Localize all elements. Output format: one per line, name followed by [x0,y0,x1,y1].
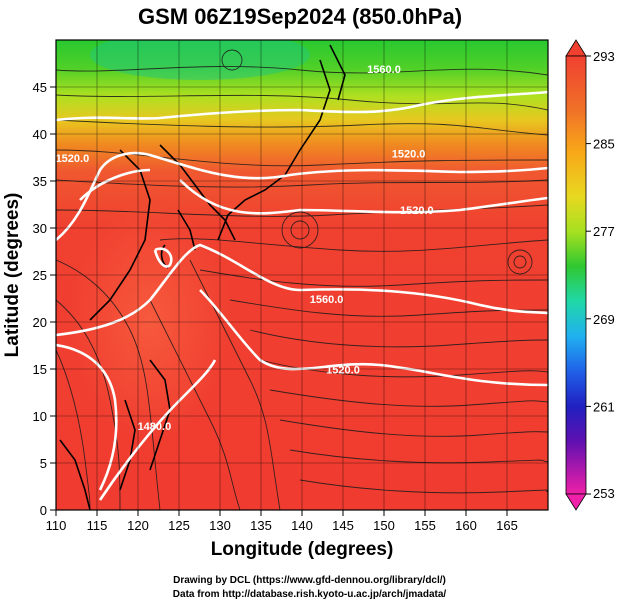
y-tick-label: 45 [33,80,47,95]
map-title: GSM 06Z19Sep2024 (850.0hPa) [138,4,462,29]
x-tick-label: 145 [332,518,354,533]
colorbar: 293 285 277 269 261 253 [565,39,615,511]
contour-label: 1560.0 [310,294,344,306]
y-axis-label: Latitude (degrees) [2,193,23,358]
colorbar-top-arrow [565,39,587,57]
x-axis: 110 115 120 125 130 135 140 145 150 155 160 165 [46,510,518,533]
contour-label: 1520.0 [326,365,360,377]
wind-streamlines [56,49,548,510]
colorbar-bottom-arrow [565,493,587,511]
x-axis-label: Longitude (degrees) [211,539,394,560]
x-tick-label: 125 [168,518,190,533]
colorbar-gradient [565,55,587,495]
colorbar-tick-label: 269 [593,312,615,327]
lat-lon-grid [56,40,548,510]
plot-area: 1560.0 1520.0 1520.0 1520.0 1560.0 1520.0 1480… [56,40,548,510]
y-tick-label: 0 [40,503,47,518]
colorbar-tick-label: 253 [593,486,615,501]
colorbar-ticks: 293 285 277 269 261 253 [586,49,615,501]
contour-label: 1520.0 [400,205,434,217]
y-axis: 0 5 10 15 20 25 30 35 40 45 [33,80,56,518]
x-tick-label: 130 [209,518,231,533]
x-tick-label: 110 [46,518,67,533]
y-tick-label: 15 [33,362,47,377]
contour-label: 1480.0 [138,421,172,433]
credit-data: Data from http://database.rish.kyoto-u.a… [172,589,447,600]
x-tick-label: 150 [373,518,395,533]
colorbar-tick-label: 285 [593,137,615,152]
credit-drawing: Drawing by DCL (https://www.gfd-dennou.o… [173,575,446,586]
x-tick-label: 160 [455,518,477,533]
x-tick-label: 165 [496,518,518,533]
x-tick-label: 135 [250,518,272,533]
geopotential-contours [56,90,548,501]
contour-labels: 1560.0 1520.0 1520.0 1520.0 1560.0 1520.0 1480… [56,64,434,433]
contour-label: 1520.0 [56,153,90,165]
contour-label: 1520.0 [392,149,426,161]
contour-label: 1560.0 [367,64,401,76]
y-tick-label: 40 [33,127,47,142]
colorbar-tick-label: 293 [593,49,615,64]
x-tick-label: 140 [291,518,313,533]
x-tick-label: 115 [87,518,108,533]
y-tick-label: 20 [33,315,47,330]
cool-patch-north [90,40,310,80]
y-tick-label: 10 [33,409,47,424]
y-tick-label: 35 [33,174,47,189]
x-tick-label: 120 [127,518,149,533]
y-tick-label: 25 [33,268,47,283]
colorbar-tick-label: 277 [593,224,615,239]
y-tick-label: 5 [40,456,47,471]
colorbar-tick-label: 261 [593,399,615,414]
warm-patch [70,200,230,440]
x-tick-label: 155 [414,518,436,533]
y-tick-label: 30 [33,221,47,236]
